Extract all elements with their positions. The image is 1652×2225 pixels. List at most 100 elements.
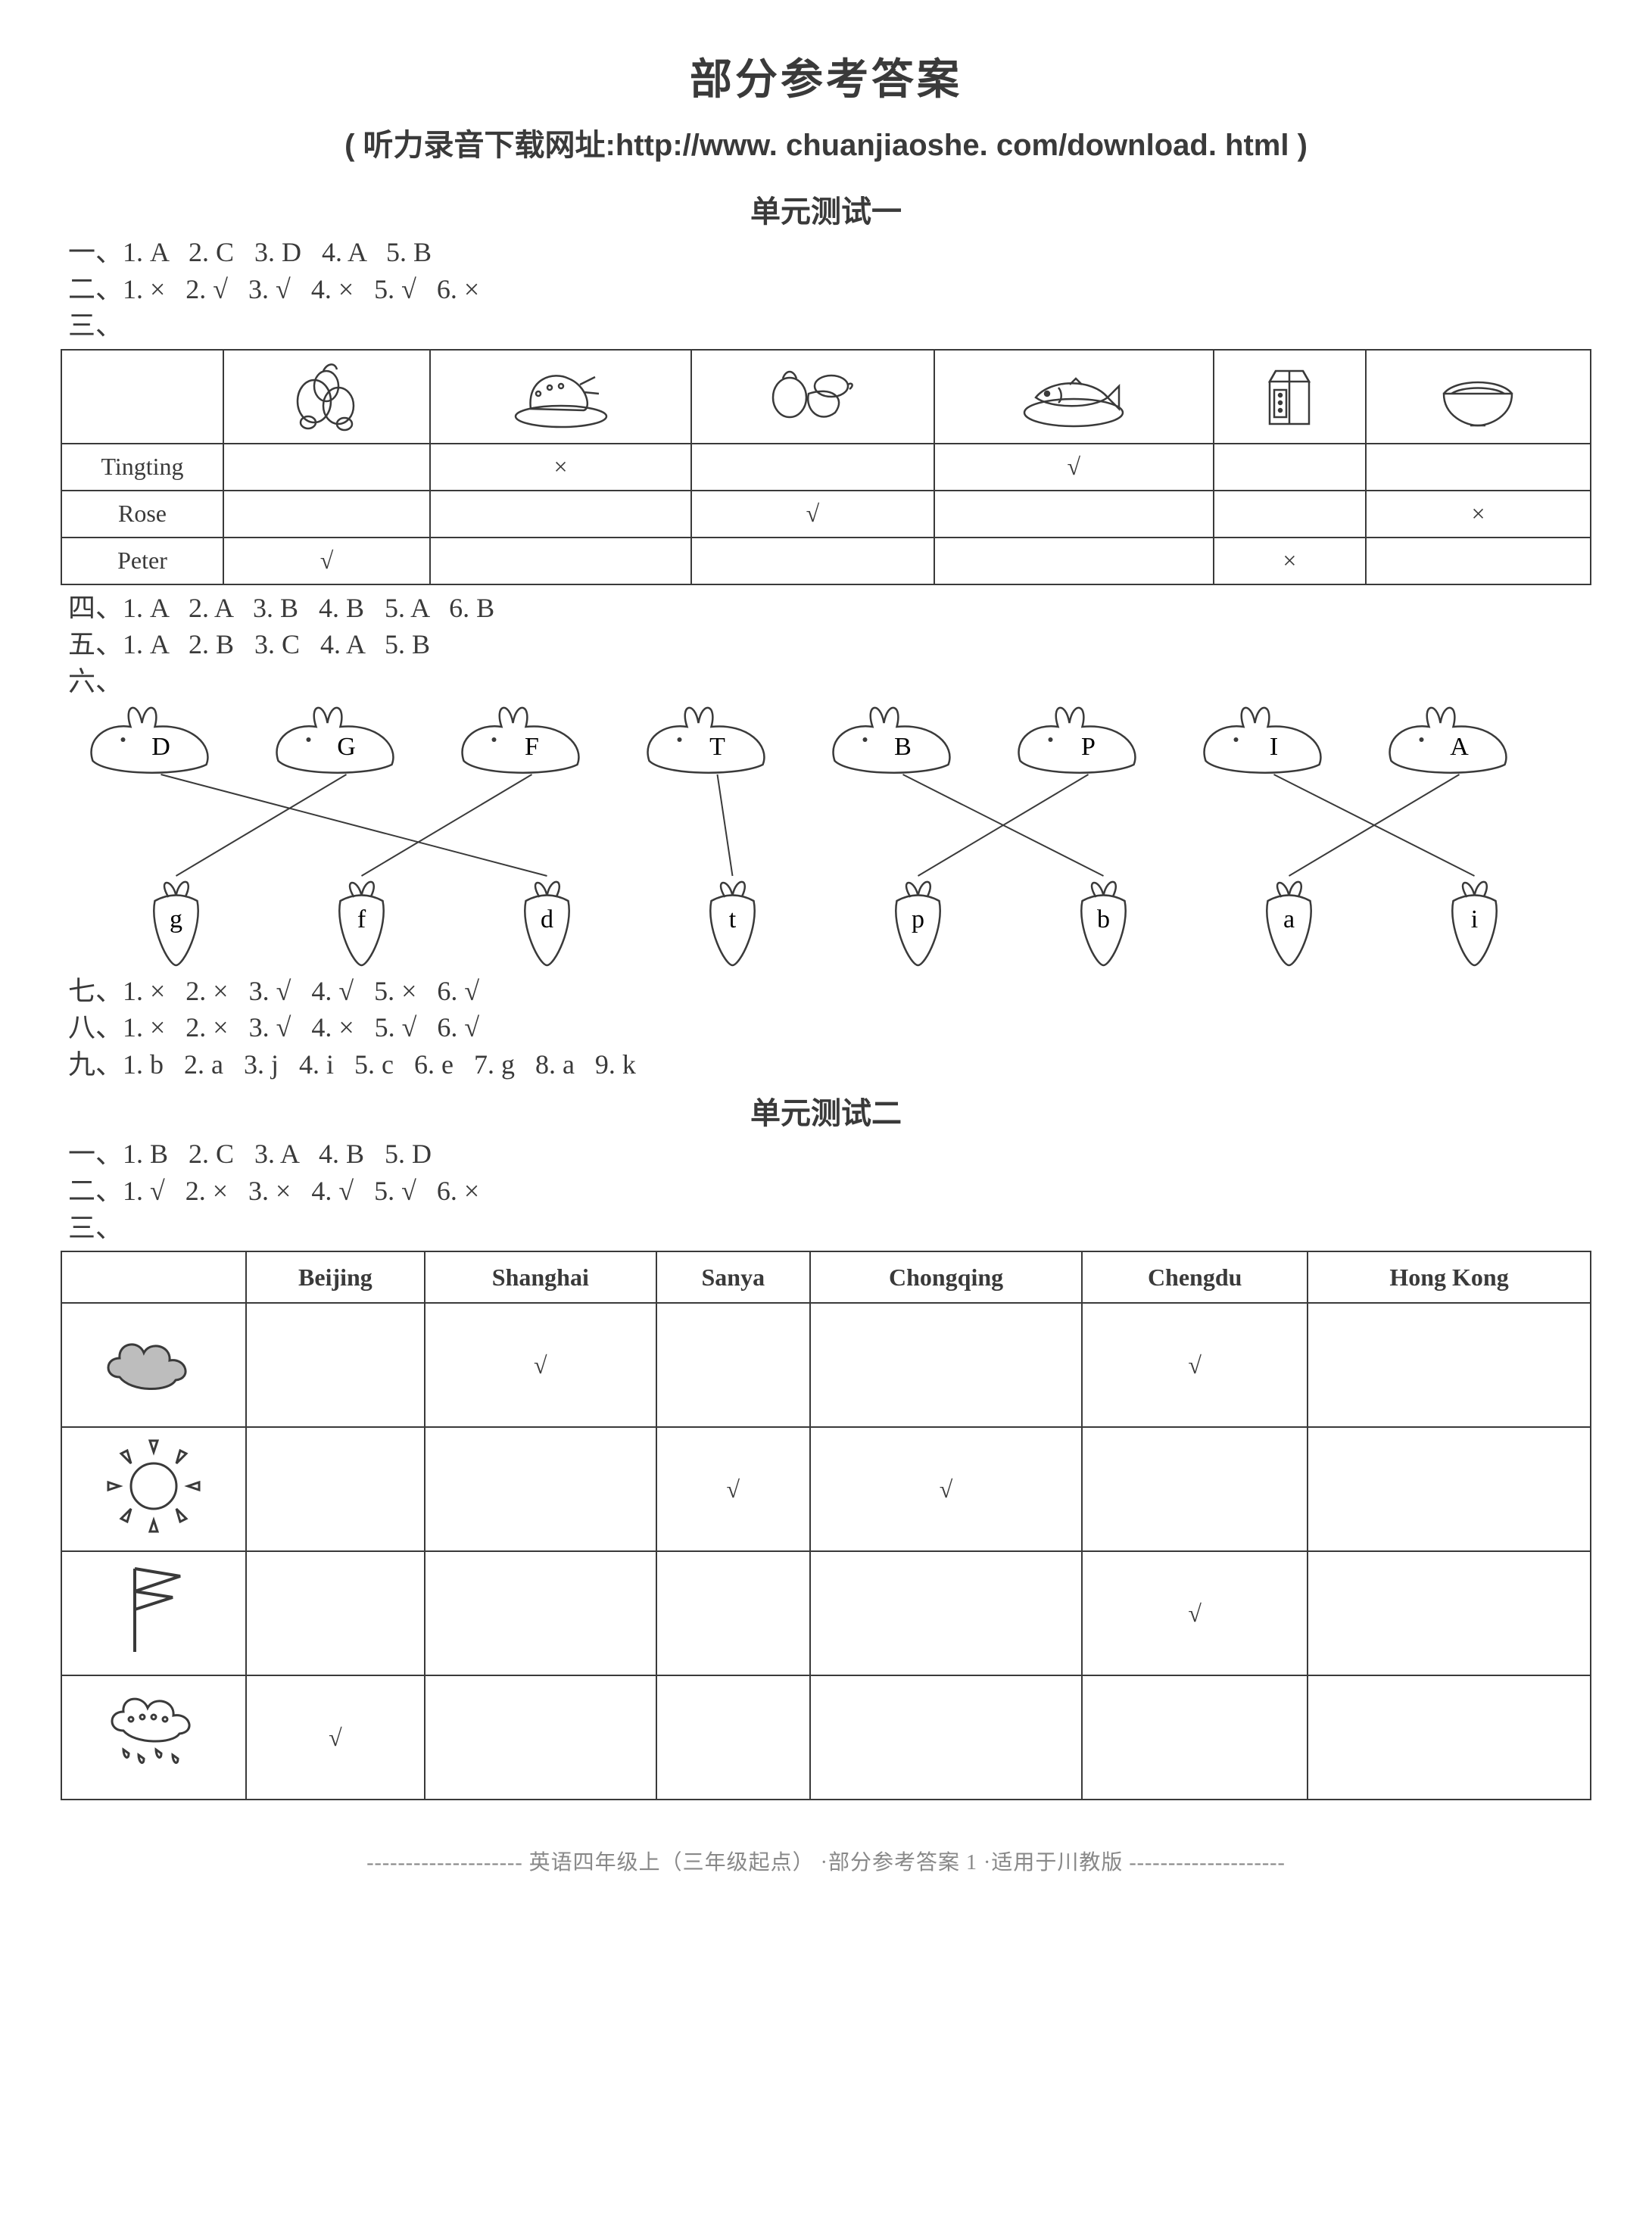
cell: √ [656, 1427, 810, 1551]
cell [1308, 1551, 1591, 1675]
cell: √ [1082, 1303, 1308, 1427]
food-fish-icon [934, 350, 1214, 444]
cell [656, 1551, 810, 1675]
carrot-label: f [357, 905, 366, 933]
cell: √ [223, 538, 430, 584]
cell [1214, 491, 1366, 538]
food-chicken-icon [430, 350, 691, 444]
cell [246, 1427, 425, 1551]
cell [425, 1551, 656, 1675]
rabbit-label: T [709, 733, 725, 761]
rabbit-icon: D [92, 707, 208, 772]
chicken-icon [508, 356, 614, 432]
unit2-line2: 二、1. √ 2. × 3. × 4. √ 5. √ 6. × [68, 1173, 1591, 1210]
carrot-label: p [912, 905, 924, 933]
unit2-title: 单元测试二 [61, 1089, 1591, 1133]
city-chongqing: Chongqing [810, 1251, 1083, 1303]
carrot-label: a [1283, 905, 1295, 933]
cell: × [1366, 491, 1591, 538]
name-rose: Rose [61, 491, 223, 538]
cell [1082, 1675, 1308, 1800]
match-line [918, 774, 1089, 876]
carrot-icon: f [339, 881, 383, 964]
cell [430, 491, 691, 538]
cell [1366, 444, 1591, 491]
match-line [176, 774, 347, 876]
carrot-label: g [170, 905, 182, 933]
carrot-icon: d [525, 881, 569, 964]
cell [691, 538, 934, 584]
food-fruit-icon [223, 350, 430, 444]
food-row-peter: Peter √ × [61, 538, 1591, 584]
food-table: Tingting × √ Rose √ × Peter √ × [61, 349, 1591, 585]
vegetable-icon [763, 356, 862, 432]
match-line [362, 774, 532, 876]
fish-icon [1017, 356, 1130, 432]
rabbit-label: P [1081, 733, 1096, 761]
carrot-icon: b [1081, 881, 1125, 964]
cell [1214, 444, 1366, 491]
footer-text: 英语四年级上（三年级起点） ·部分参考答案 1 ·适用于川教版 [529, 1851, 1124, 1874]
cell [1308, 1675, 1591, 1800]
rabbit-label: D [151, 733, 170, 761]
cell [656, 1303, 810, 1427]
cell [246, 1551, 425, 1675]
weather-header-row: Beijing Shanghai Sanya Chongqing Chengdu… [61, 1251, 1591, 1303]
unit1-line8: 八、1. × 2. × 3. √ 4. × 5. √ 6. √ [68, 1009, 1591, 1046]
unit1-line7: 七、1. × 2. × 3. √ 4. √ 5. × 6. √ [68, 973, 1591, 1010]
unit1-line5: 五、1. A 2. B 3. C 4. A 5. B [68, 626, 1591, 663]
cell [934, 491, 1214, 538]
page-title: 部分参考答案 [61, 45, 1591, 107]
unit1-line2: 二、1. × 2. √ 3. √ 4. × 5. √ 6. × [68, 271, 1591, 308]
weather-row-rain: √ [61, 1675, 1591, 1800]
cell [691, 444, 934, 491]
food-rice-icon [1366, 350, 1591, 444]
cell [1308, 1303, 1591, 1427]
rabbit-icon: F [463, 707, 579, 772]
rabbit-icon: P [1019, 707, 1136, 772]
cell [810, 1303, 1083, 1427]
cell [223, 444, 430, 491]
carrot-icon: g [154, 881, 198, 964]
unit2-line1: 一、1. B 2. C 3. A 4. B 5. D [68, 1136, 1591, 1173]
wind-icon [61, 1551, 246, 1675]
rabbit-label: I [1270, 733, 1278, 761]
sun-icon [61, 1427, 246, 1551]
weather-row-sun: √ √ [61, 1427, 1591, 1551]
carrot-label: b [1097, 905, 1110, 933]
rabbit-icon: T [648, 707, 765, 772]
rabbit-label: A [1450, 733, 1469, 761]
rain-icon [61, 1675, 246, 1800]
food-milk-icon [1214, 350, 1366, 444]
name-tingting: Tingting [61, 444, 223, 491]
carrot-label: t [729, 905, 737, 933]
rabbit-icon: I [1205, 707, 1321, 772]
cell [1366, 538, 1591, 584]
food-row-tingting: Tingting × √ [61, 444, 1591, 491]
cell: × [1214, 538, 1366, 584]
food-header-row [61, 350, 1591, 444]
cell [223, 491, 430, 538]
rabbit-icon: B [834, 707, 950, 772]
unit1-line1: 一、1. A 2. C 3. D 4. A 5. B [68, 234, 1591, 271]
carrot-icon: a [1267, 881, 1311, 964]
rabbit-label: F [525, 733, 539, 761]
rabbit-label: B [894, 733, 912, 761]
unit1-line4: 四、1. A 2. A 3. B 4. B 5. A 6. B [68, 590, 1591, 627]
food-row-rose: Rose √ × [61, 491, 1591, 538]
cell: √ [691, 491, 934, 538]
cell [1082, 1427, 1308, 1551]
cell [246, 1303, 425, 1427]
page-footer: -------------------- 英语四年级上（三年级起点） ·部分参考… [61, 1846, 1591, 1876]
weather-row-cloud: √ √ [61, 1303, 1591, 1427]
cell [656, 1675, 810, 1800]
page-subtitle: ( 听力录音下载网址:http://www. chuanjiaoshe. com… [61, 120, 1591, 164]
cell [425, 1427, 656, 1551]
cell: √ [425, 1303, 656, 1427]
carrot-label: i [1471, 905, 1478, 933]
weather-table: Beijing Shanghai Sanya Chongqing Chengdu… [61, 1251, 1591, 1800]
cell [934, 538, 1214, 584]
weather-row-wind: √ [61, 1551, 1591, 1675]
city-shanghai: Shanghai [425, 1251, 656, 1303]
unit1-title: 单元测试一 [61, 187, 1591, 231]
